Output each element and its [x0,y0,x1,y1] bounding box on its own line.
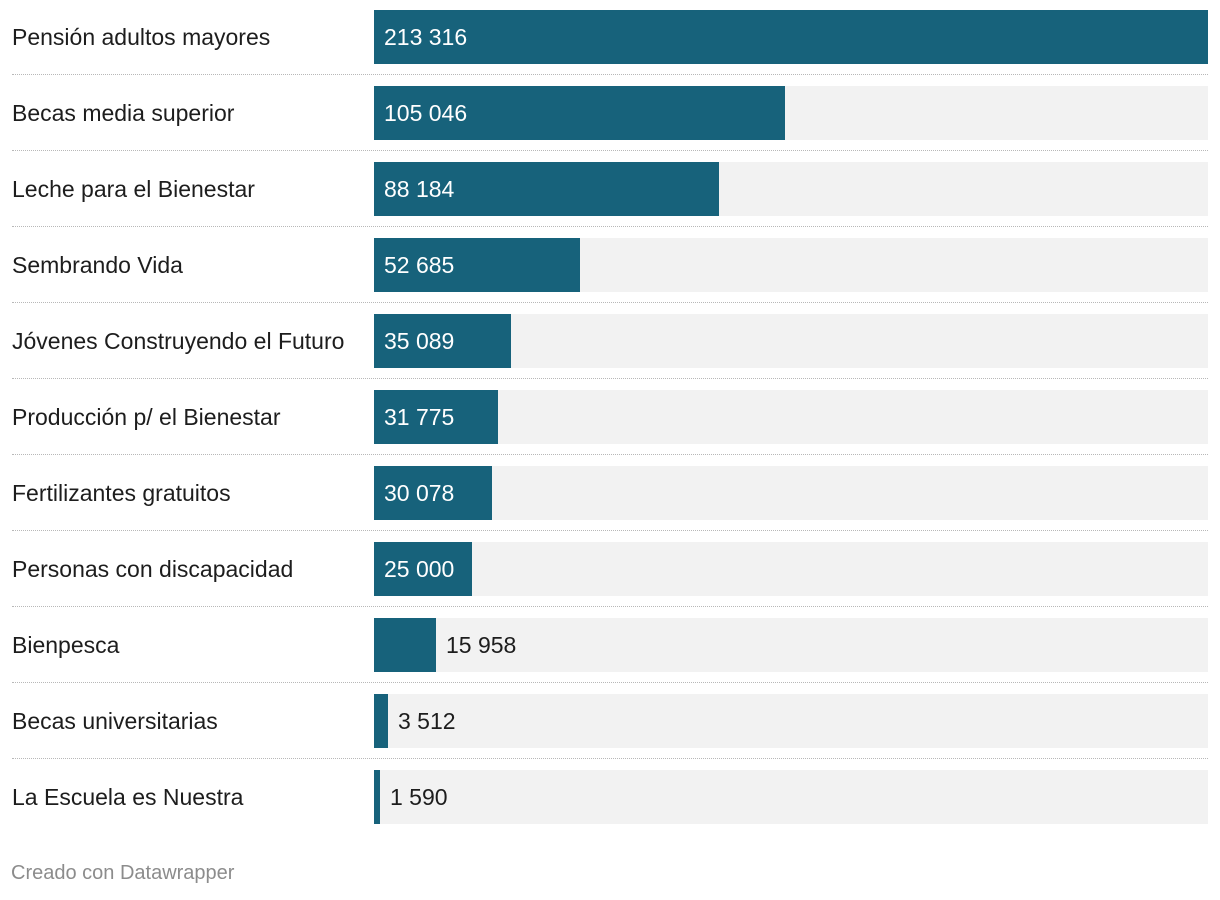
value-label: 88 184 [384,176,455,202]
bar [374,618,436,672]
category-label: Sembrando Vida [12,252,183,278]
row-divider [12,150,1208,151]
bar [374,314,511,368]
value-label: 3 512 [398,708,456,734]
category-label: Personas con discapacidad [12,556,294,582]
bar-row: Leche para el Bienestar 88 184 [0,162,1220,238]
bar [374,770,380,824]
category-label: Jóvenes Construyendo el Futuro [12,328,345,354]
category-label: Pensión adultos mayores [12,24,271,50]
category-label: Becas universitarias [12,708,218,734]
bar [374,86,785,140]
row-divider [12,682,1208,683]
row-divider [12,378,1208,379]
bar-row: Personas con discapacidad 25 000 [0,542,1220,618]
bar-track: 105 046 [374,86,1208,140]
bar-track: 25 000 [374,542,1208,596]
bar-track: 1 590 [374,770,1208,824]
bar [374,466,492,520]
category-label: La Escuela es Nuestra [12,784,244,810]
value-label: 35 089 [384,328,455,354]
bar-track: 3 512 [374,694,1208,748]
row-divider [12,226,1208,227]
value-label: 31 775 [384,404,455,430]
bar [374,162,719,216]
value-label: 105 046 [384,100,468,126]
bar-row: Producción p/ el Bienestar 31 775 [0,390,1220,466]
row-divider [12,530,1208,531]
value-label: 1 590 [390,784,448,810]
value-label: 30 078 [384,480,455,506]
bar-row: Jóvenes Construyendo el Futuro 35 089 [0,314,1220,390]
value-label: 15 958 [446,632,517,658]
row-divider [12,758,1208,759]
bar-row: Pensión adultos mayores 213 316 [0,10,1220,86]
value-label: 213 316 [384,24,468,50]
bar-row: Sembrando Vida 52 685 [0,238,1220,314]
bar-track: 15 958 [374,618,1208,672]
bar-track: 31 775 [374,390,1208,444]
bar-track: 213 316 [374,10,1208,64]
row-divider [12,74,1208,75]
value-label: 52 685 [384,252,455,278]
row-divider [12,302,1208,303]
bar-row: Bienpesca 15 958 [0,618,1220,694]
category-label: Fertilizantes gratuitos [12,480,231,506]
category-label: Producción p/ el Bienestar [12,404,281,430]
bar-track: 30 078 [374,466,1208,520]
value-label: 25 000 [384,556,455,582]
bar [374,10,1208,64]
category-label: Bienpesca [12,632,120,658]
category-label: Becas media superior [12,100,235,126]
row-divider [12,454,1208,455]
datawrapper-credit[interactable]: Creado con Datawrapper [11,862,235,884]
bar [374,542,472,596]
category-label: Leche para el Bienestar [12,176,255,202]
bar-track: 35 089 [374,314,1208,368]
bar-row: La Escuela es Nuestra 1 590 [0,770,1220,846]
bar [374,694,388,748]
row-divider [12,606,1208,607]
bar-row: Fertilizantes gratuitos 30 078 [0,466,1220,542]
bar-row: Becas universitarias 3 512 [0,694,1220,770]
bar-track: 52 685 [374,238,1208,292]
bar-track: 88 184 [374,162,1208,216]
bar-row: Becas media superior 105 046 [0,86,1220,162]
bar [374,390,498,444]
bar [374,238,580,292]
bar-chart: Pensión adultos mayores 213 316 Becas medi… [0,10,1220,824]
